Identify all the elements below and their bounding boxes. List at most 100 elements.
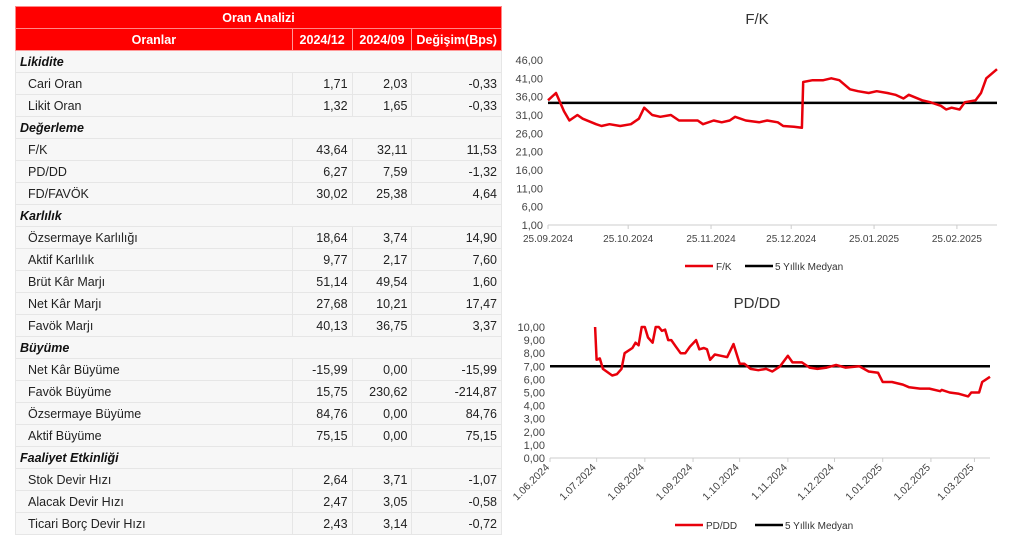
y-tick-label: 16,00 xyxy=(515,165,543,177)
table-row: Cari Oran 1,71 2,03 -0,33 xyxy=(15,72,502,95)
pddd-chart-panel: PD/DD 0,00 1,00 2,00 3,00 4,00 5,00 6,00 7,00 8,0… xyxy=(505,286,1010,544)
y-tick-label: 31,00 xyxy=(515,110,543,122)
ratio-name: Aktif Karlılık xyxy=(15,248,293,271)
y-tick-label: 0,00 xyxy=(524,453,545,465)
y-tick-label: 11,00 xyxy=(516,183,543,195)
table-row: PD/DD 6,27 7,59 -1,32 xyxy=(15,160,502,183)
y-tick-label: 7,00 xyxy=(524,361,545,373)
table-row: Aktif Büyüme 75,15 0,00 75,15 xyxy=(15,424,502,447)
value-cell: 7,59 xyxy=(351,160,413,183)
value-cell: 75,15 xyxy=(411,424,502,447)
value-cell: 27,68 xyxy=(291,292,353,315)
value-cell: 2,47 xyxy=(291,490,353,513)
table-row: Favök Marjı 40,13 36,75 3,37 xyxy=(15,314,502,337)
table-header-row: Oranlar 2024/12 2024/09 Değişim(Bps) xyxy=(15,28,502,51)
y-tick-label: 8,00 xyxy=(524,348,545,360)
table-row: Net Kâr Marjı 27,68 10,21 17,47 xyxy=(15,292,502,315)
table-row: Ticari Borç Devir Hızı 2,43 3,14 -0,72 xyxy=(15,512,502,535)
table-row: FD/FAVÖK 30,02 25,38 4,64 xyxy=(15,182,502,205)
value-cell: 10,21 xyxy=(351,292,413,315)
value-cell: 3,05 xyxy=(351,490,413,513)
ratio-name: Net Kâr Marjı xyxy=(15,292,293,315)
ratio-name: Favök Marjı xyxy=(15,314,293,337)
x-tick-label: 25.02.2025 xyxy=(932,234,982,245)
y-tick-label: 2,00 xyxy=(524,427,545,439)
value-cell: 2,64 xyxy=(291,468,353,491)
value-cell: 3,71 xyxy=(351,468,413,491)
table-row: Net Kâr Büyüme -15,99 0,00 -15,99 xyxy=(15,358,502,381)
value-cell: 2,17 xyxy=(351,248,413,271)
column-header: 2024/09 xyxy=(351,28,413,51)
legend-label: 5 Yıllık Medyan xyxy=(785,521,853,532)
group-row: Likidite xyxy=(15,50,502,73)
value-cell: 230,62 xyxy=(351,380,413,403)
value-cell: 3,14 xyxy=(351,512,413,535)
group-label: Faaliyet Etkinliği xyxy=(15,446,502,469)
value-cell: 84,76 xyxy=(411,402,502,425)
value-cell: -0,72 xyxy=(411,512,502,535)
value-cell: -15,99 xyxy=(411,358,502,381)
value-cell: 2,43 xyxy=(291,512,353,535)
ratio-name: Özsermaye Karlılığı xyxy=(15,226,293,249)
ratio-name: Brüt Kâr Marjı xyxy=(15,270,293,293)
column-header: Oranlar xyxy=(15,28,293,51)
table-title: Oran Analizi xyxy=(15,6,502,29)
ratio-analysis-table: Oran Analizi Oranlar 2024/12 2024/09 Değişim… xyxy=(15,6,502,535)
value-cell: 15,75 xyxy=(291,380,353,403)
ratio-name: FD/FAVÖK xyxy=(15,182,293,205)
chart-title: PD/DD xyxy=(734,295,781,312)
x-tick-label: 1.03.2025 xyxy=(935,462,977,504)
value-cell: 4,64 xyxy=(411,182,502,205)
ratio-name: Likit Oran xyxy=(15,94,293,117)
value-cell: 3,37 xyxy=(411,314,502,337)
value-cell: 49,54 xyxy=(351,270,413,293)
table-row: Özsermaye Büyüme 84,76 0,00 84,76 xyxy=(15,402,502,425)
ratio-name: F/K xyxy=(15,138,293,161)
y-tick-label: 36,00 xyxy=(515,92,543,104)
fk-chart: F/K 1,00 6,00 11,00 16,00 21,00 26,00 31,00 36,0… xyxy=(515,11,998,273)
y-tick-label: 6,00 xyxy=(524,374,545,386)
legend-label: PD/DD xyxy=(706,521,737,532)
x-tick-label: 25.11.2024 xyxy=(686,234,736,245)
table-row: Likit Oran 1,32 1,65 -0,33 xyxy=(15,94,502,117)
ratio-name: Alacak Devir Hızı xyxy=(15,490,293,513)
y-tick-label: 21,00 xyxy=(515,147,543,159)
value-cell: 7,60 xyxy=(411,248,502,271)
group-label: Likidite xyxy=(15,50,502,73)
table-row: Stok Devir Hızı 2,64 3,71 -1,07 xyxy=(15,468,502,491)
fk-chart-panel: F/K 1,00 6,00 11,00 16,00 21,00 26,00 31,00 36,0… xyxy=(505,0,1010,282)
x-tick-label: 1.12.2024 xyxy=(795,462,837,504)
value-cell: 9,77 xyxy=(291,248,353,271)
x-tick-label: 1.11.2024 xyxy=(749,462,790,503)
y-tick-label: 9,00 xyxy=(524,335,545,347)
legend-label: F/K xyxy=(716,262,732,273)
table-title-row: Oran Analizi xyxy=(15,6,502,29)
ratio-name: Cari Oran xyxy=(15,72,293,95)
value-cell: 1,60 xyxy=(411,270,502,293)
value-cell: -1,07 xyxy=(411,468,502,491)
table-row: Brüt Kâr Marjı 51,14 49,54 1,60 xyxy=(15,270,502,293)
group-label: Büyüme xyxy=(15,336,502,359)
ratio-name: Net Kâr Büyüme xyxy=(15,358,293,381)
table-row: Alacak Devir Hızı 2,47 3,05 -0,58 xyxy=(15,490,502,513)
value-cell: 32,11 xyxy=(351,138,413,161)
ratio-name: Stok Devir Hızı xyxy=(15,468,293,491)
chart-title: F/K xyxy=(745,11,768,28)
column-header: 2024/12 xyxy=(291,28,353,51)
y-tick-label: 5,00 xyxy=(524,388,545,400)
x-tick-label: 1.06.2024 xyxy=(511,462,553,504)
value-cell: 18,64 xyxy=(291,226,353,249)
value-cell: -0,33 xyxy=(411,94,502,117)
series-line xyxy=(593,325,991,398)
y-tick-label: 10,00 xyxy=(517,322,545,334)
value-cell: -214,87 xyxy=(411,380,502,403)
x-tick-label: 25.01.2025 xyxy=(849,234,899,245)
x-tick-label: 25.09.2024 xyxy=(523,234,573,245)
ratio-name: Ticari Borç Devir Hızı xyxy=(15,512,293,535)
value-cell: 3,74 xyxy=(351,226,413,249)
value-cell: 2,03 xyxy=(351,72,413,95)
value-cell: 84,76 xyxy=(291,402,353,425)
x-tick-label: 1.07.2024 xyxy=(557,462,599,504)
y-tick-label: 1,00 xyxy=(524,440,545,452)
table-row: Özsermaye Karlılığı 18,64 3,74 14,90 xyxy=(15,226,502,249)
